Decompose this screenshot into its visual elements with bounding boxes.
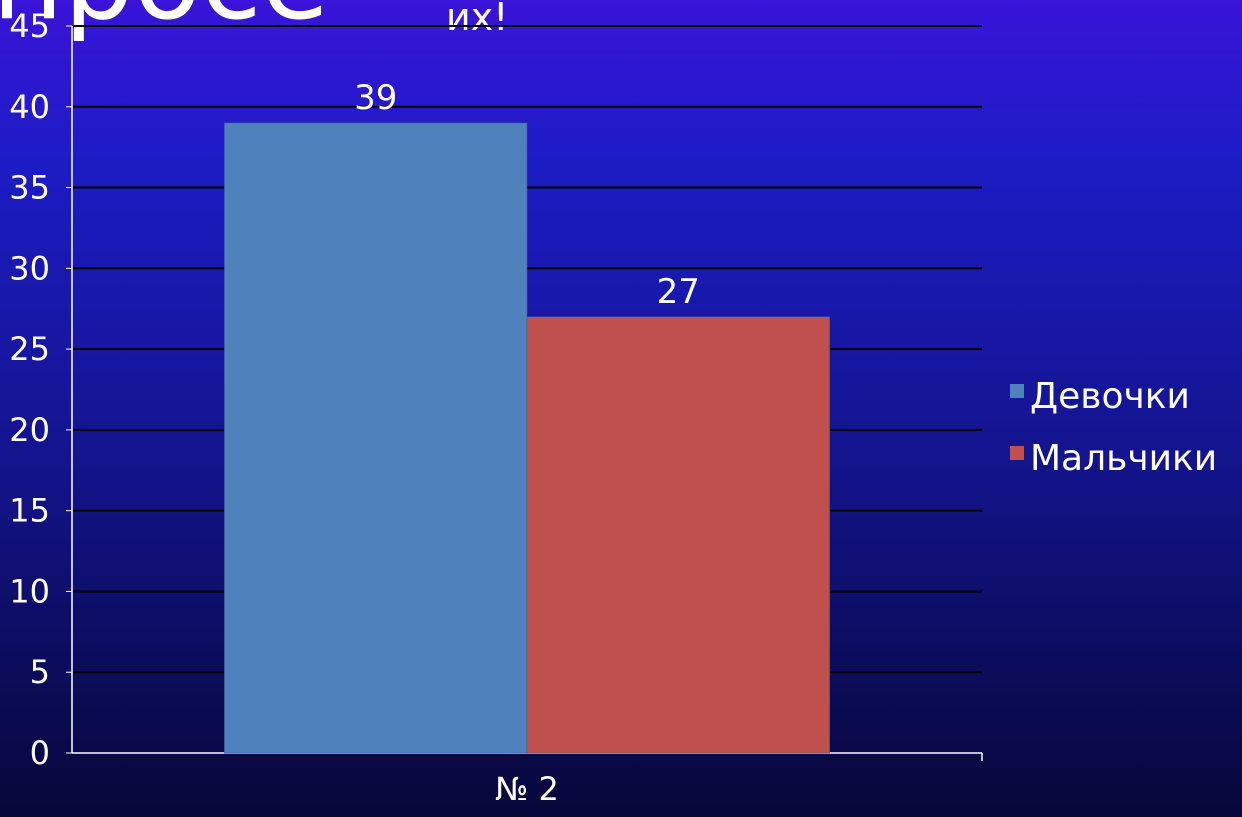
data-label: 27 [657,272,700,312]
legend-label: Мальчики [1030,438,1217,479]
legend-swatch [1010,446,1024,460]
legend-swatch [1010,384,1024,398]
x-category-label: № 2 [495,770,559,808]
slide-title-fragment-right: их! [446,0,508,39]
data-label: 39 [354,78,397,118]
legend-label: Девочки [1030,376,1190,417]
y-tick-label: 35 [9,169,50,207]
y-tick-label: 20 [9,411,50,449]
y-tick-label: 40 [9,88,50,126]
data-labels: 39 27 [354,78,700,312]
y-tick-label: 5 [30,653,50,691]
y-tick-label: 0 [30,734,50,772]
y-tick-label: 10 [9,572,50,610]
y-tick-label: 45 [9,7,50,45]
y-tick-label: 15 [9,492,50,530]
bars [224,122,830,754]
y-tick-label: 25 [9,330,50,368]
bar-girls [224,122,528,754]
legend: Девочки Мальчики [1010,376,1217,479]
bar-boys [526,316,830,754]
slide-title-fragment-left: просе [0,0,329,44]
y-tick-label: 30 [9,249,50,287]
axes: 0 5 10 15 20 25 30 35 40 45 № 2 [9,7,983,808]
